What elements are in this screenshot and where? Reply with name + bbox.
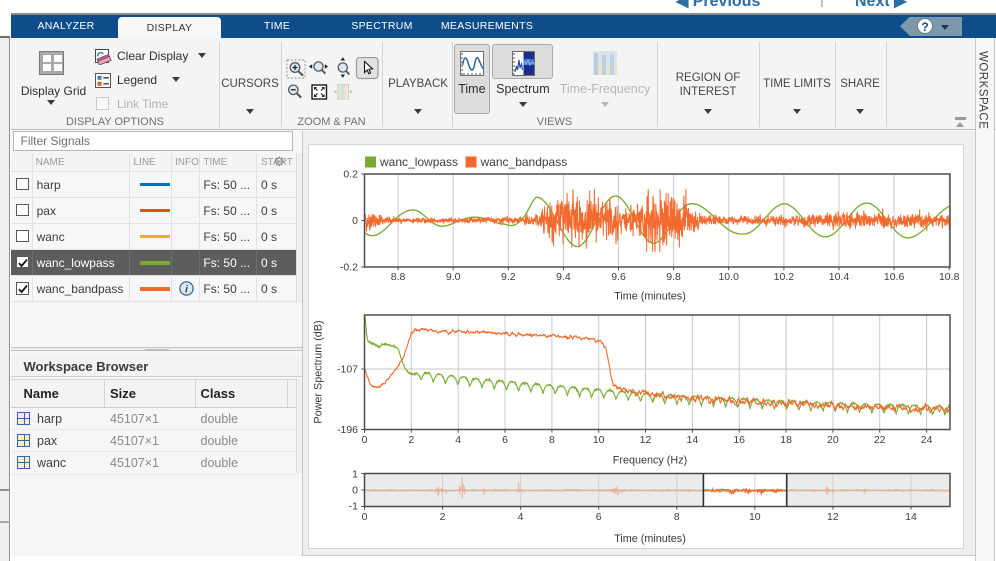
svg-text:wanc_bandpass: wanc_bandpass <box>480 155 568 169</box>
svg-text:8: 8 <box>674 511 680 523</box>
svg-text:-1: -1 <box>349 501 358 513</box>
svg-text:24: 24 <box>921 434 933 446</box>
svg-text:10.2: 10.2 <box>774 271 795 283</box>
svg-text:wanc_lowpass: wanc_lowpass <box>379 155 458 169</box>
svg-text:10.0: 10.0 <box>718 271 739 283</box>
svg-text:10: 10 <box>593 434 605 446</box>
svg-text:9.4: 9.4 <box>556 271 571 283</box>
svg-text:12: 12 <box>827 511 839 523</box>
svg-text:0: 0 <box>362 511 368 523</box>
svg-text:9.6: 9.6 <box>611 271 626 283</box>
svg-text:2: 2 <box>408 434 414 446</box>
svg-text:9.8: 9.8 <box>666 271 681 283</box>
svg-text:10.4: 10.4 <box>829 271 850 283</box>
svg-text:Time (minutes): Time (minutes) <box>614 291 686 303</box>
svg-text:0: 0 <box>352 215 358 227</box>
svg-text:9.2: 9.2 <box>501 271 516 283</box>
svg-text:20: 20 <box>827 434 839 446</box>
svg-text:Frequency (Hz): Frequency (Hz) <box>613 455 687 467</box>
svg-text:6: 6 <box>502 434 508 446</box>
svg-text:Power Spectrum (dB): Power Spectrum (dB) <box>313 320 325 423</box>
svg-text:0.2: 0.2 <box>343 169 358 181</box>
svg-text:18: 18 <box>780 434 792 446</box>
svg-text:4: 4 <box>455 434 461 446</box>
svg-text:i: i <box>185 283 189 295</box>
svg-text:16: 16 <box>733 434 745 446</box>
svg-text:0: 0 <box>352 485 358 497</box>
svg-text:-196: -196 <box>337 424 358 436</box>
svg-text:Time (minutes): Time (minutes) <box>614 533 686 545</box>
svg-text:22: 22 <box>874 434 886 446</box>
svg-text:0: 0 <box>362 434 368 446</box>
svg-text:4: 4 <box>518 511 524 523</box>
svg-text:14: 14 <box>905 511 917 523</box>
svg-text:14: 14 <box>687 434 699 446</box>
svg-text:9.0: 9.0 <box>446 271 461 283</box>
svg-text:6: 6 <box>596 511 602 523</box>
svg-text:10.6: 10.6 <box>884 271 905 283</box>
svg-text:10.8: 10.8 <box>939 271 960 283</box>
svg-text:8: 8 <box>549 434 555 446</box>
svg-text:12: 12 <box>640 434 652 446</box>
svg-text:10: 10 <box>749 511 761 523</box>
svg-text:-0.2: -0.2 <box>340 262 358 274</box>
svg-text:2: 2 <box>440 511 446 523</box>
svg-text:8.8: 8.8 <box>391 271 406 283</box>
svg-text:1: 1 <box>352 469 358 481</box>
svg-text:-107: -107 <box>337 364 358 376</box>
